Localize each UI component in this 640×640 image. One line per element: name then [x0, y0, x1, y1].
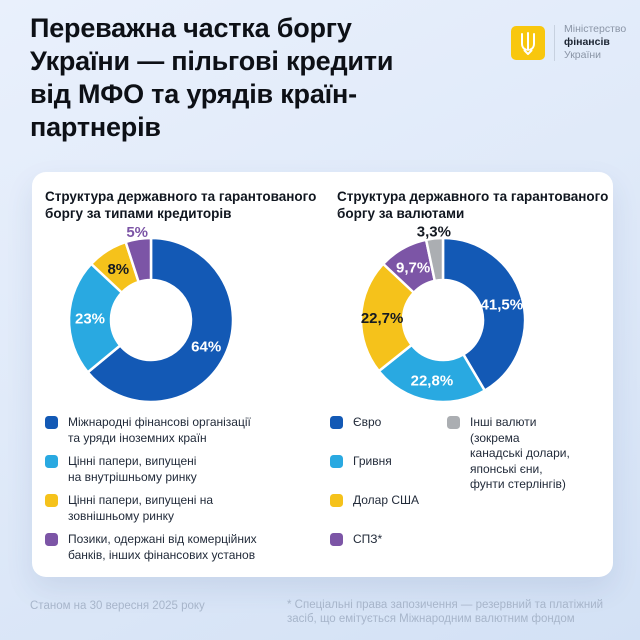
legend-swatch [330, 455, 343, 468]
donut-slice [424, 236, 445, 283]
legend-swatch [45, 494, 58, 507]
legend-currencies-col1: Євро Гривня Долар США СПЗ* [330, 415, 419, 571]
donut-slice [377, 343, 486, 404]
legend-label: Цінні папери, випущені на внутрішньому р… [68, 454, 197, 484]
legend-label: Міжнародні фінансові організації та уряд… [68, 415, 251, 445]
legend-label: Євро [353, 415, 382, 429]
donut-slice [124, 236, 153, 284]
logo-text: Міністерство фінансів України [564, 23, 626, 62]
legend-item: Євро [330, 415, 419, 446]
legend-label: Гривня [353, 454, 392, 468]
legend-swatch [447, 416, 460, 429]
slice-value-label: 41,5% [481, 296, 524, 313]
logo-divider [554, 24, 555, 61]
legend-swatch [45, 416, 58, 429]
slice-value-label: 8% [107, 261, 129, 278]
page-title: Переважна частка боргу України — пільгов… [30, 13, 394, 142]
slice-value-label: 3,3% [417, 224, 451, 241]
legend-label: Долар США [353, 493, 420, 507]
donut-slice [67, 262, 124, 374]
slice-value-label: 22,8% [411, 373, 454, 390]
legend-currencies-col2: Інші валюти (зокрема канадські долари, я… [447, 415, 570, 501]
legend-label: СПЗ* [353, 532, 383, 546]
legend-item: Цінні папери, випущені на зовнішньому ри… [45, 493, 257, 524]
donut-slice [86, 236, 235, 404]
legend-item: Міжнародні фінансові організації та уряд… [45, 415, 257, 446]
charts-card: Структура державного та гарантованого бо… [32, 172, 613, 577]
as-of-date: Станом на 30 вересня 2025 року [30, 600, 205, 612]
slice-value-label: 5% [126, 224, 148, 241]
legend-label: Інші валюти (зокрема канадські долари, я… [470, 415, 570, 491]
legend-label: Позики, одержані від комерційних банків,… [68, 532, 257, 562]
donut-chart-creditors: 64% 23% 8% 5% [67, 224, 235, 404]
logo-line-finance: фінансів [564, 36, 610, 48]
legend-item: СПЗ* [330, 532, 419, 563]
legend-item: Долар США [330, 493, 419, 524]
legend-item: Інші валюти (зокрема канадські долари, я… [447, 415, 570, 493]
donut-chart-currencies: 41,5% 22,8% 22,7% 9,7% 3,3% [359, 224, 527, 404]
slice-value-label: 22,7% [361, 310, 404, 327]
legend-swatch [45, 455, 58, 468]
footnote: * Спеціальні права запозичення — резервн… [287, 599, 604, 625]
slice-value-label: 23% [75, 311, 105, 328]
ukraine-trident-icon [511, 25, 545, 60]
legend-swatch [330, 416, 343, 429]
legend-swatch [330, 494, 343, 507]
legend-item: Гривня [330, 454, 419, 485]
legend-swatch [45, 533, 58, 546]
legend-item: Цінні папери, випущені на внутрішньому р… [45, 454, 257, 485]
chart-title-currencies: Структура державного та гарантованого бо… [337, 189, 609, 221]
ministry-logo: Міністерство фінансів України [511, 23, 626, 62]
donut-slice [441, 236, 527, 392]
chart-title-creditors: Структура державного та гарантованого бо… [45, 189, 317, 221]
donut-slice [359, 262, 416, 373]
slice-value-label: 9,7% [396, 259, 430, 276]
legend-label: Цінні папери, випущені на зовнішньому ри… [68, 493, 214, 523]
legend-item: Позики, одержані від комерційних банків,… [45, 532, 257, 563]
slice-value-label: 64% [191, 339, 221, 356]
logo-line-ministry: Міністерство [564, 23, 627, 35]
logo-line-ukraine: України [564, 49, 602, 61]
legend-swatch [330, 533, 343, 546]
legend-creditors: Міжнародні фінансові організації та уряд… [45, 415, 257, 571]
